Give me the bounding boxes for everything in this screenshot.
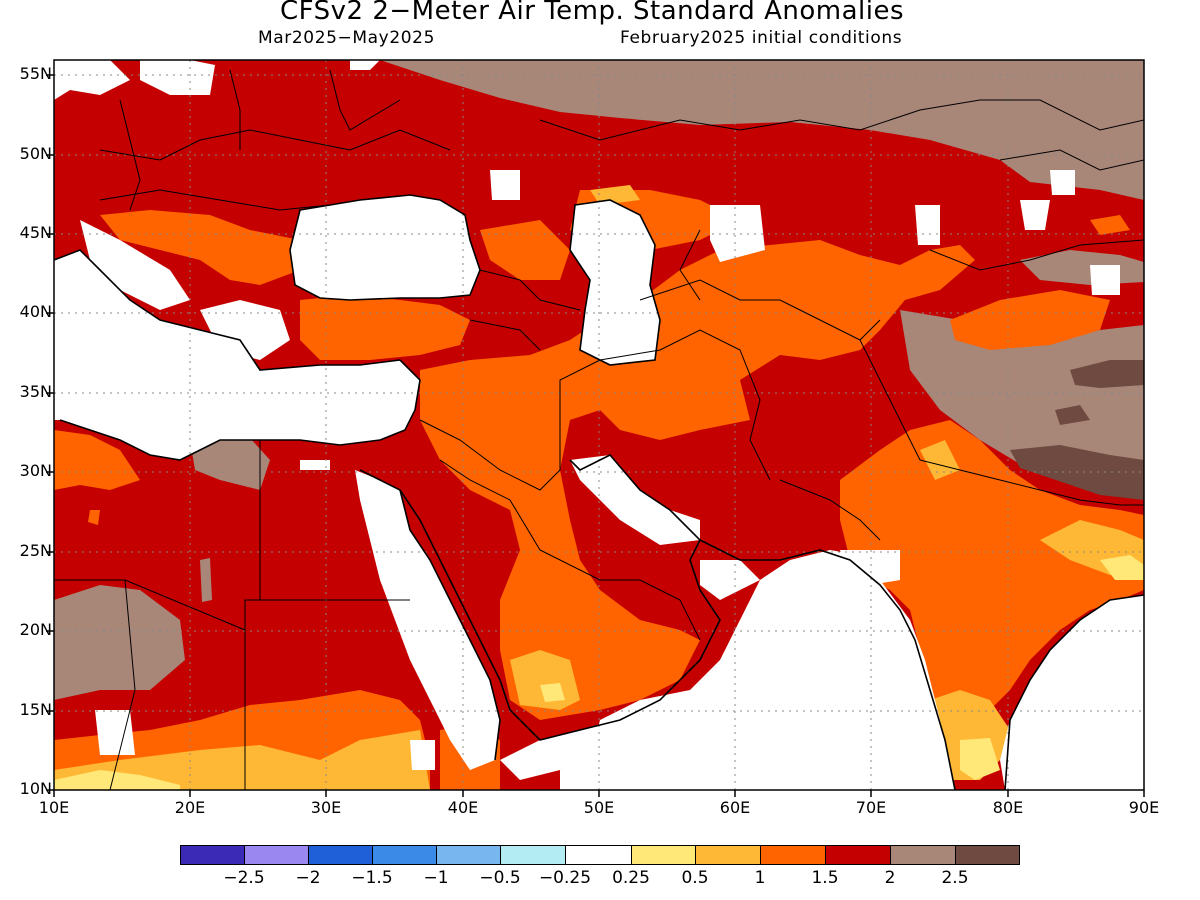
- legend-label: −2.5: [223, 868, 265, 888]
- legend-label: −2: [295, 868, 321, 888]
- lat-label: 30N: [19, 461, 52, 480]
- legend-swatch: [308, 845, 373, 865]
- lat-label: 40N: [19, 302, 52, 321]
- axis-ticks: [46, 74, 1145, 797]
- legend-swatch: [760, 845, 826, 865]
- legend-label: 2: [884, 868, 896, 888]
- lon-label: 90E: [1128, 798, 1160, 817]
- legend-label: 1.5: [811, 868, 839, 888]
- lat-label: 50N: [19, 144, 52, 163]
- legend-label: 0.25: [612, 868, 650, 888]
- lon-label: 40E: [447, 798, 479, 817]
- lon-label: 70E: [855, 798, 887, 817]
- legend-swatch: [955, 845, 1020, 865]
- masked-regions: [54, 60, 1144, 790]
- initial-conditions: February2025 initial conditions: [620, 28, 903, 48]
- chart-title: CFSv2 2−Meter Air Temp. Standard Anomali…: [279, 0, 904, 26]
- country-borders: [54, 69, 1144, 790]
- legend-swatch: [244, 845, 309, 865]
- legend-swatch: [695, 845, 761, 865]
- legend-swatch: [565, 845, 632, 865]
- legend-label: −0.25: [538, 868, 592, 888]
- lon-label: 50E: [583, 798, 615, 817]
- legend-swatch: [372, 845, 437, 865]
- legend-label: −1.5: [351, 868, 393, 888]
- lon-label: 20E: [174, 798, 206, 817]
- lat-lon-grid: [54, 60, 1144, 790]
- legend-swatch: [436, 845, 501, 865]
- legend-swatch: [180, 845, 245, 865]
- lat-label: 55N: [19, 64, 52, 83]
- brown-regions: [54, 60, 1144, 700]
- legend-label: 2.5: [941, 868, 969, 888]
- yellow-regions: [54, 555, 1144, 790]
- legend-swatch: [890, 845, 956, 865]
- legend-label: −0.5: [479, 868, 521, 888]
- lat-label: 15N: [19, 700, 52, 719]
- coastlines: [54, 194, 1144, 790]
- lat-label: 45N: [19, 223, 52, 242]
- legend-swatch: [500, 845, 566, 865]
- legend-swatch: [631, 845, 696, 865]
- legend-label: 0.5: [681, 868, 709, 888]
- lon-label: 10E: [38, 798, 70, 817]
- valid-period: Mar2025−May2025: [258, 28, 435, 48]
- legend-swatch: [825, 845, 891, 865]
- lon-label: 30E: [310, 798, 342, 817]
- map-plot-area: [54, 60, 1144, 790]
- lat-label: 25N: [19, 541, 52, 560]
- lat-label: 10N: [19, 779, 52, 798]
- lon-label: 80E: [992, 798, 1024, 817]
- lon-label: 60E: [719, 798, 751, 817]
- lat-label: 20N: [19, 620, 52, 639]
- lat-label: 35N: [19, 382, 52, 401]
- legend-label: −1: [423, 868, 449, 888]
- legend-label: 1: [754, 868, 766, 888]
